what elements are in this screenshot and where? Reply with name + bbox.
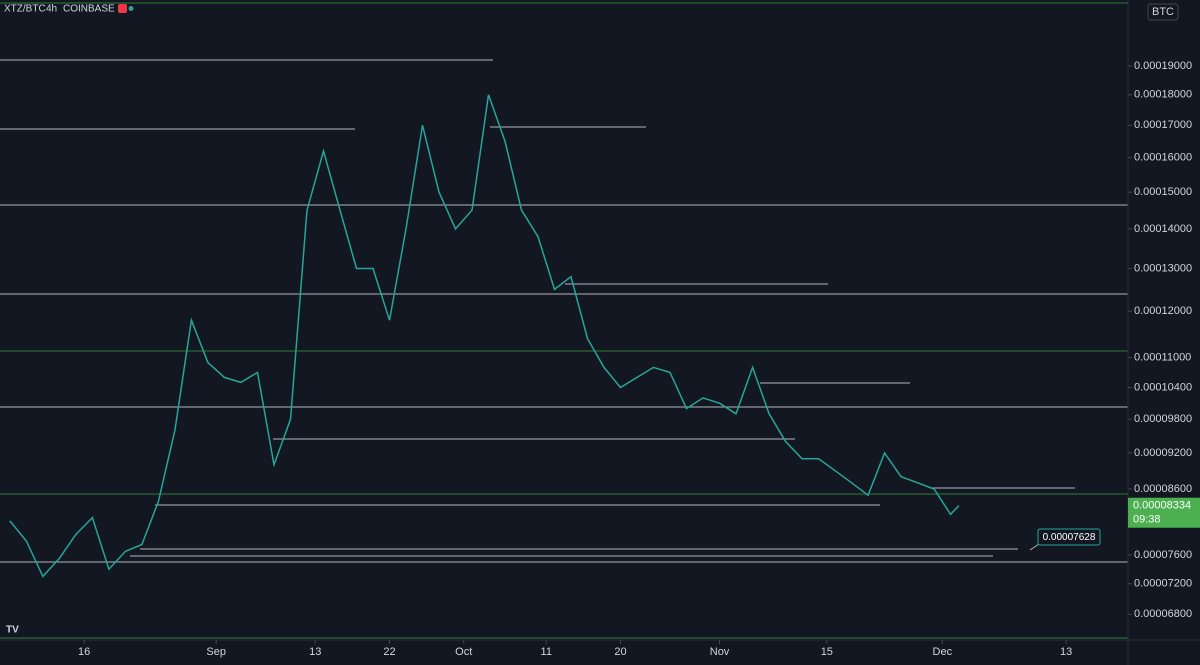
countdown: 09:38 <box>1133 514 1161 526</box>
y-tick-label: 0.00013000 <box>1134 262 1192 274</box>
y-tick-label: 0.00009800 <box>1134 413 1192 425</box>
price-tag <box>1128 497 1200 528</box>
x-tick-label: 16 <box>78 646 90 658</box>
y-tick-label: 0.00019000 <box>1134 60 1192 72</box>
y-tick-label: 0.00017000 <box>1134 119 1192 131</box>
callout-label: 0.00007628 <box>1043 532 1096 543</box>
y-tick-label: 0.00014000 <box>1134 223 1192 235</box>
symbol: XTZ/BTC <box>4 4 46 15</box>
currency-button[interactable] <box>1147 3 1179 21</box>
y-tick-label: 0.00008600 <box>1134 483 1192 495</box>
y-tick-label: 0.00018000 <box>1134 89 1192 101</box>
interval: 4h <box>46 4 57 15</box>
currency: BTC <box>1152 6 1174 18</box>
y-tick-label: 0.00007200 <box>1134 578 1192 590</box>
x-tick-label: 13 <box>309 646 321 658</box>
x-tick-label: 20 <box>614 646 626 658</box>
status-dot <box>128 6 134 11</box>
price-line <box>9 94 960 578</box>
x-tick-label: Oct <box>455 646 472 658</box>
last-price: 0.00008334 <box>1133 500 1191 512</box>
x-tick-label: 11 <box>541 646 552 658</box>
logo: TV <box>6 625 19 636</box>
exchange: COINBASE <box>63 4 115 15</box>
y-tick-label: 0.00006800 <box>1134 608 1192 620</box>
x-tick-label: Sep <box>206 646 226 658</box>
x-tick-label: Dec <box>933 646 953 658</box>
price-axis <box>1128 0 1200 665</box>
x-tick-label: 22 <box>383 646 395 658</box>
x-tick-label: 13 <box>1060 646 1072 658</box>
y-tick-label: 0.00012000 <box>1134 305 1192 317</box>
callout-box <box>1037 528 1101 546</box>
x-tick-label: 15 <box>821 646 833 658</box>
y-tick-label: 0.00016000 <box>1134 152 1192 164</box>
drawings <box>0 2 1128 639</box>
alert-icon[interactable] <box>118 4 127 13</box>
y-tick-label: 0.00015000 <box>1134 186 1192 198</box>
y-tick-label: 0.00011000 <box>1134 352 1191 364</box>
y-tick-label: 0.00009200 <box>1134 447 1192 459</box>
x-tick-label: Nov <box>710 646 730 658</box>
y-tick-label: 0.00007600 <box>1134 549 1192 561</box>
y-tick-label: 0.00010400 <box>1134 381 1192 393</box>
